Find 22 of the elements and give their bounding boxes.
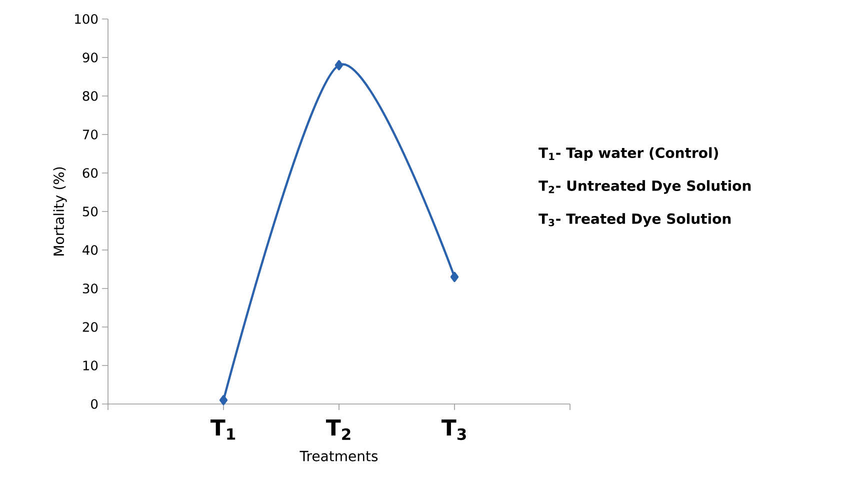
y-tick-label: 10 xyxy=(83,360,98,370)
annotation: T$_{3}$- Treated Dye Solution xyxy=(538,213,731,227)
y-tick-label: 60 xyxy=(82,168,98,178)
y-tick-label: 30 xyxy=(82,284,98,294)
y-tick-label: 70 xyxy=(83,130,98,140)
y-axis-title: Mortality (%) xyxy=(53,167,67,256)
y-tick-label: 90 xyxy=(82,52,98,62)
annotation: T$_{1}$- Tap water (Control) xyxy=(538,147,718,161)
y-tick-label: 50 xyxy=(82,206,98,216)
point xyxy=(334,60,344,70)
annotation: T$_{2}$- Untreated Dye Solution xyxy=(538,180,751,194)
x-tick-label: T$_{1}$ xyxy=(210,420,236,440)
x-tick-label: T$_{3}$ xyxy=(442,420,466,440)
x-tick-label: T$_{2}$ xyxy=(326,420,350,440)
point xyxy=(450,272,459,282)
x-axis-title: Treatments xyxy=(300,450,378,462)
y-tick-label: 40 xyxy=(82,245,98,255)
y-tick-label: 0 xyxy=(91,399,98,409)
y-tick-label: 20 xyxy=(82,322,98,332)
y-tick-label: 100 xyxy=(75,14,98,24)
point xyxy=(219,395,228,406)
y-tick-label: 80 xyxy=(82,91,98,101)
